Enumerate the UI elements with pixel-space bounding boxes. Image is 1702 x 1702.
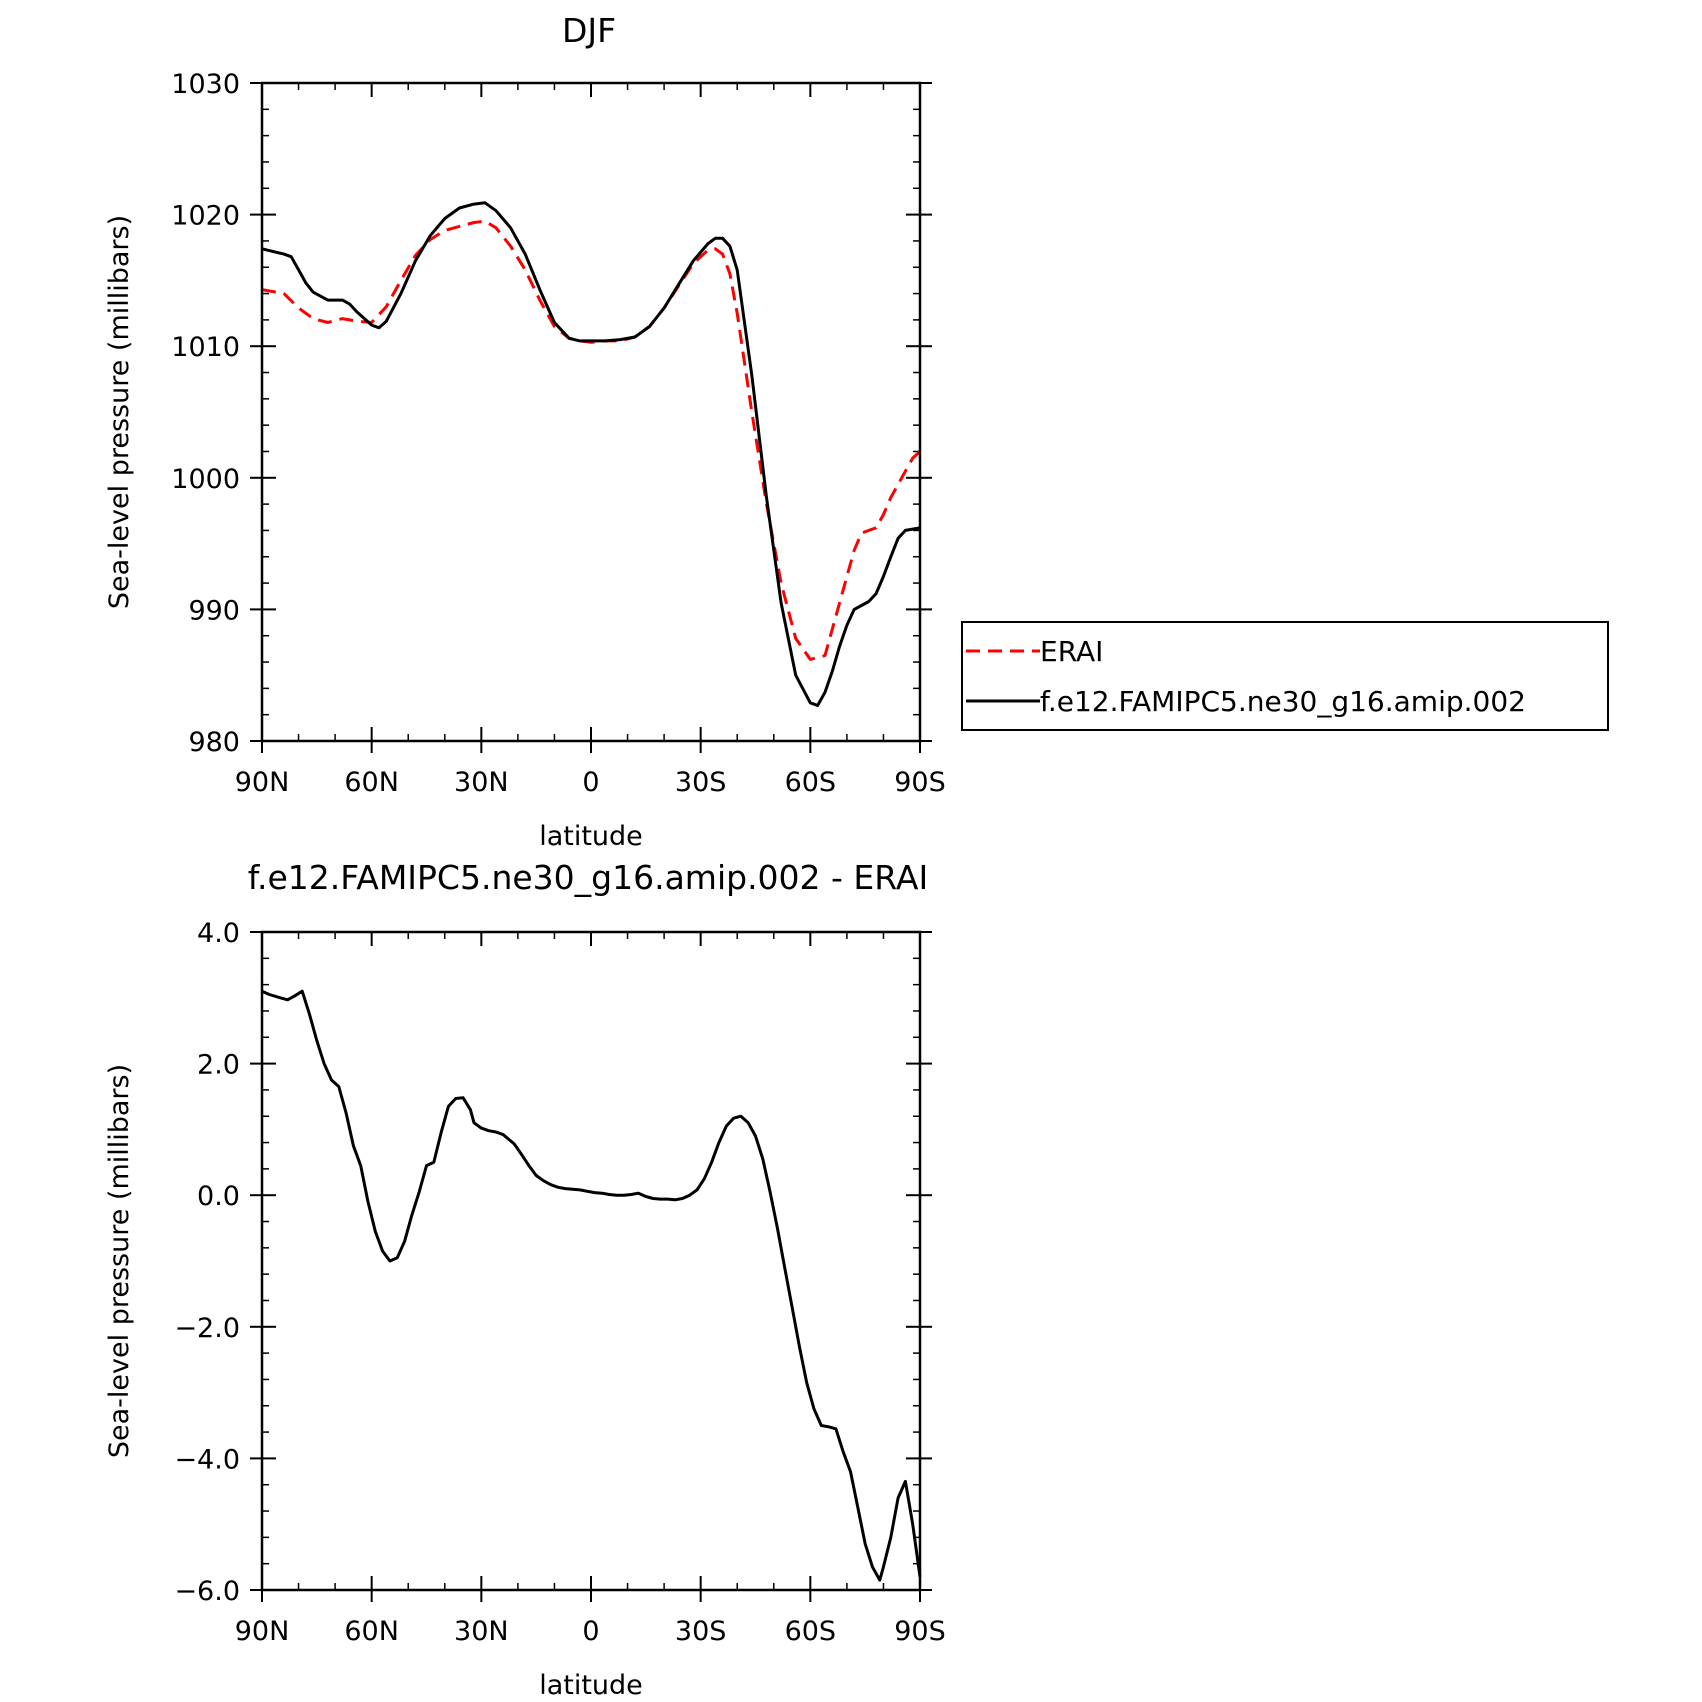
y-tick-label: 990 <box>188 595 240 626</box>
legend-label-erai: ERAI <box>1040 635 1103 668</box>
x-tick-label: 60N <box>344 767 399 798</box>
x-tick-label: 60S <box>785 767 837 798</box>
y-tick-label: 1010 <box>171 332 240 363</box>
x-tick-label: 0 <box>582 767 599 798</box>
y-axis-label: Sea-level pressure (millibars) <box>104 215 135 609</box>
x-tick-label: 30N <box>454 767 509 798</box>
sea-level-pressure-panel: DJF 90N 60N 30N 0 30S 60S 90S 980 990 1000 1010 10… <box>104 11 1609 852</box>
y-tick-label: 980 <box>188 727 240 758</box>
tick-marks <box>250 82 932 753</box>
tick-marks <box>250 931 932 1602</box>
series-lines <box>261 989 922 1582</box>
series-line-erai <box>261 219 922 661</box>
plot-frame <box>260 930 922 1592</box>
y-tick-label: −2.0 <box>174 1313 240 1344</box>
y-tick-labels: 4.0 2.0 0.0 −2.0 −4.0 −6.0 <box>174 918 240 1607</box>
y-tick-label: 4.0 <box>197 918 240 949</box>
x-tick-label: 30S <box>675 767 727 798</box>
x-tick-label: 30S <box>675 1616 727 1647</box>
x-tick-label: 0 <box>582 1616 599 1647</box>
x-tick-label: 30N <box>454 1616 509 1647</box>
x-tick-label: 60S <box>785 1616 837 1647</box>
x-axis-label: latitude <box>539 821 643 852</box>
series-line-model <box>261 201 921 707</box>
x-tick-label: 90S <box>894 1616 946 1647</box>
y-tick-label: 1030 <box>171 69 240 100</box>
x-tick-labels: 90N 60N 30N 0 30S 60S 90S <box>235 767 946 798</box>
series-lines <box>261 201 922 707</box>
chart-title: DJF <box>562 11 616 50</box>
x-axis-label: latitude <box>539 1670 643 1701</box>
legend-frame <box>961 621 1609 731</box>
chart-title: f.e12.FAMIPC5.ne30_g16.amip.002 - ERAI <box>248 858 928 897</box>
x-tick-label: 90N <box>235 767 290 798</box>
legend-label-model: f.e12.FAMIPC5.ne30_g16.amip.002 <box>1040 685 1526 718</box>
y-axis-label: Sea-level pressure (millibars) <box>104 1064 135 1458</box>
y-tick-label: −4.0 <box>174 1444 240 1475</box>
series-line-model <box>261 989 922 1582</box>
y-tick-label: 0.0 <box>197 1181 240 1212</box>
x-tick-label: 60N <box>344 1616 399 1647</box>
x-tick-labels: 90N 60N 30N 0 30S 60S 90S <box>235 1616 946 1647</box>
x-tick-label: 90N <box>235 1616 290 1647</box>
y-tick-label: 2.0 <box>197 1050 240 1081</box>
y-tick-label: 1000 <box>171 464 240 495</box>
y-tick-label: 1020 <box>171 201 240 232</box>
difference-panel: f.e12.FAMIPC5.ne30_g16.amip.002 - ERAI 9… <box>104 858 946 1701</box>
legend: ERAI f.e12.FAMIPC5.ne30_g16.amip.002 <box>961 621 1609 731</box>
y-tick-labels: 980 990 1000 1010 1020 1030 <box>171 69 240 758</box>
y-tick-label: −6.0 <box>174 1576 240 1607</box>
plot-frame <box>260 81 922 743</box>
x-tick-label: 90S <box>894 767 946 798</box>
